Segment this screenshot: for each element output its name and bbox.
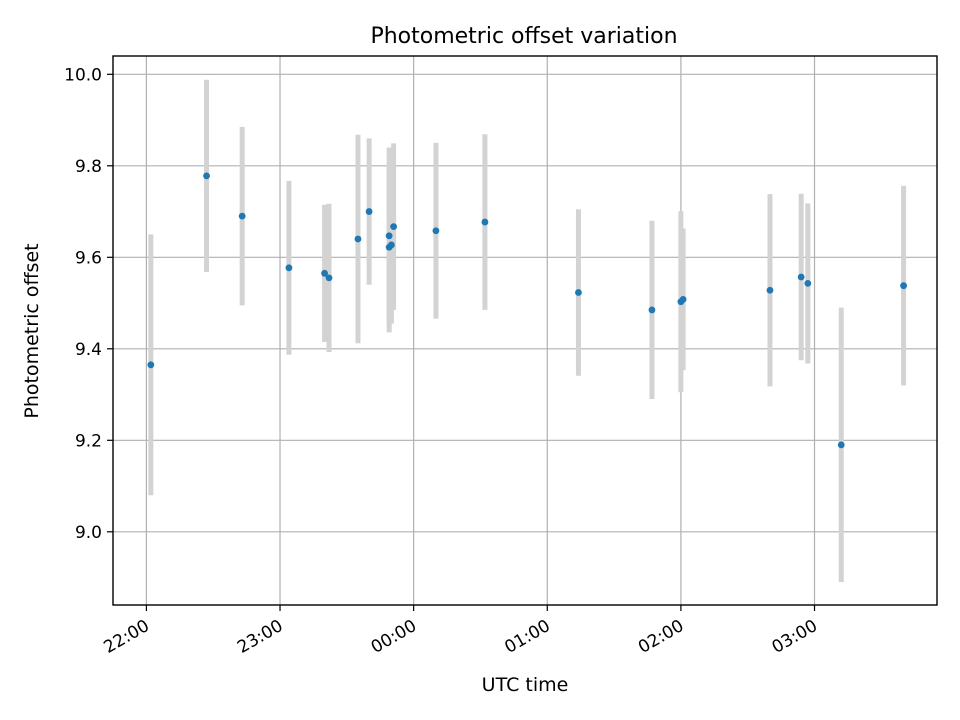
data-point [432, 227, 440, 235]
grid [113, 56, 937, 605]
data-point [387, 241, 395, 249]
y-tick-label: 9.8 [75, 157, 102, 177]
data-point [285, 264, 293, 272]
x-tick-label: 01:00 [501, 616, 553, 658]
data-point [575, 289, 582, 296]
chart-title: Photometric offset variation [370, 24, 677, 49]
data-point [390, 223, 398, 231]
y-axis-label: Photometric offset [21, 243, 43, 418]
y-tick-label: 10.0 [64, 65, 102, 85]
data-point [900, 282, 907, 290]
data-point [203, 172, 210, 180]
plot-frame [112, 55, 938, 606]
data-point [321, 269, 328, 277]
x-axis-label: UTC time [482, 674, 569, 696]
data-point [837, 441, 845, 449]
data-points [147, 172, 907, 449]
error-bars [148, 79, 907, 583]
data-point [147, 361, 155, 369]
data-point [797, 273, 805, 281]
y-tick-label: 9.0 [75, 523, 102, 543]
x-tick-label: 00:00 [368, 616, 420, 658]
data-point [766, 286, 774, 294]
y-tick-label: 9.2 [75, 431, 102, 451]
y-axis-ticks: 9.0 9.2 9.4 9.6 9.8 10.0 [64, 65, 113, 543]
y-tick-label: 9.6 [75, 248, 102, 268]
x-axis-ticks: 22:00 23:00 00:00 01:00 02:00 03:00 [100, 605, 821, 658]
x-tick-label: 23:00 [234, 616, 286, 658]
x-tick-label: 03:00 [769, 616, 821, 658]
data-point [648, 306, 656, 314]
data-point [385, 232, 393, 240]
x-tick-label: 22:00 [100, 616, 152, 658]
data-point [354, 235, 362, 243]
data-point [365, 208, 373, 215]
data-point [679, 295, 687, 303]
data-point [325, 274, 333, 282]
data-point [481, 218, 489, 226]
y-tick-label: 9.4 [75, 340, 102, 360]
data-point [804, 279, 812, 287]
x-tick-label: 02:00 [635, 616, 687, 658]
data-point [238, 212, 246, 220]
